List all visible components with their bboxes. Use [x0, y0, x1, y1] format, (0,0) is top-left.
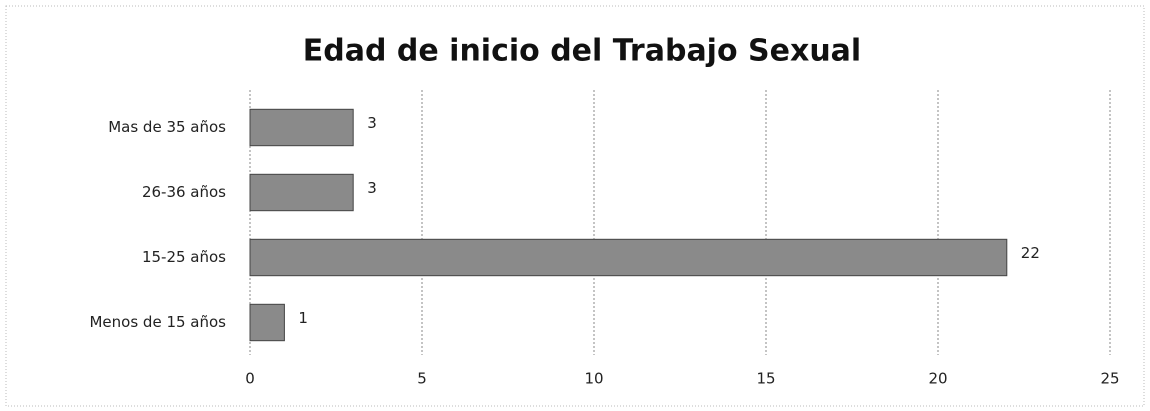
y-tick-label: 15-25 años: [142, 248, 226, 266]
chart-title: Edad de inicio del Trabajo Sexual: [303, 34, 861, 69]
data-label: 22: [1021, 244, 1040, 262]
data-label: 3: [367, 179, 377, 197]
y-tick-label: Menos de 15 años: [89, 313, 226, 331]
x-tick-label: 5: [417, 370, 427, 388]
x-tick-label: 10: [584, 370, 603, 388]
x-tick-label: 0: [245, 370, 255, 388]
bar: [249, 108, 354, 147]
bar: [249, 173, 354, 212]
y-tick-label: Mas de 35 años: [108, 118, 226, 136]
data-label: 1: [298, 309, 308, 327]
x-tick-label: 25: [1100, 370, 1119, 388]
x-tick-label: 15: [756, 370, 775, 388]
bar: [249, 303, 285, 342]
data-label: 3: [367, 114, 377, 132]
x-tick-label: 20: [928, 370, 947, 388]
chart-frame: [5, 5, 1145, 407]
bar: [249, 238, 1008, 277]
y-tick-label: 26-36 años: [142, 183, 226, 201]
